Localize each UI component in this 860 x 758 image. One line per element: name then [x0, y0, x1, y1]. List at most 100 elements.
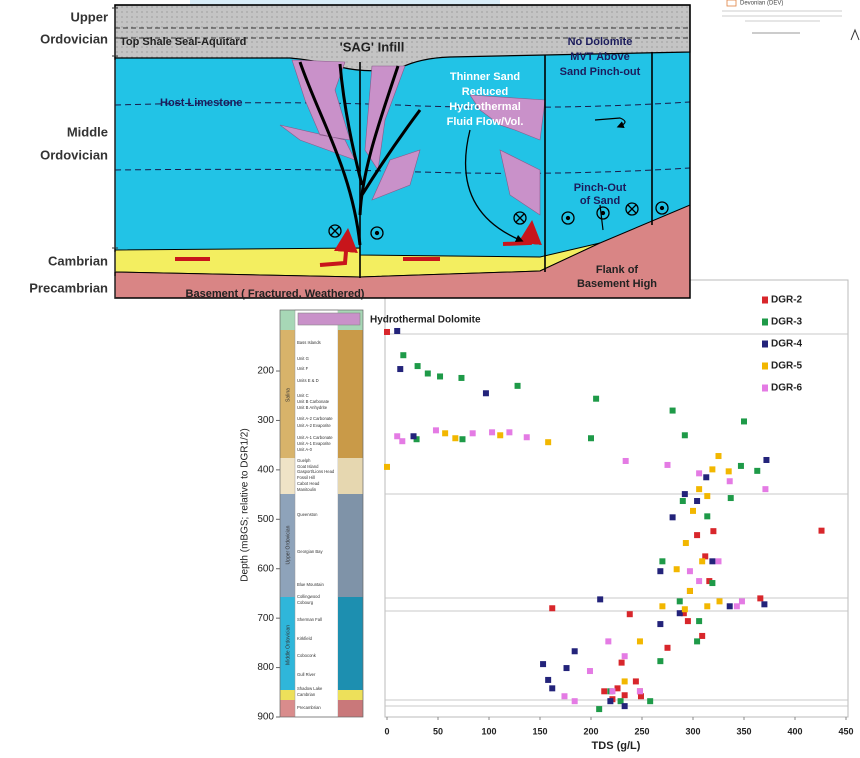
figure: Bass IslandsUnit GUnit FUnits E & DUnit …	[0, 0, 860, 758]
point	[458, 375, 464, 381]
unit-label: Unit A-2 Carbonate	[297, 416, 333, 421]
y-tick-label: 400	[257, 465, 274, 476]
period-label: Upper	[70, 9, 108, 24]
point	[442, 430, 448, 436]
point	[665, 645, 671, 651]
note: MVT Above	[570, 51, 630, 63]
point	[709, 466, 715, 472]
point	[657, 568, 663, 574]
point	[819, 528, 825, 534]
unit-label: Gasport/Lions Head	[297, 469, 335, 474]
point	[727, 603, 733, 609]
point	[739, 598, 745, 604]
point	[605, 638, 611, 644]
point	[680, 498, 686, 504]
point	[384, 464, 390, 470]
unit-label: Cabot Head	[297, 481, 320, 486]
unit-label: Guelph	[297, 458, 311, 463]
litho	[338, 700, 363, 717]
unit-label: Cobourg	[297, 600, 314, 605]
unit-label: Gull River	[297, 672, 316, 677]
point	[622, 692, 628, 698]
legend-label: DGR-5	[771, 361, 803, 372]
point	[524, 434, 530, 440]
point	[674, 566, 680, 572]
unit-label: Georgian Bay	[297, 549, 324, 554]
y-axis-title: Depth (mBGS; relative to DGR1/2)	[240, 428, 251, 581]
point	[572, 698, 578, 704]
unit-label: Unit G	[297, 356, 309, 361]
point	[637, 688, 643, 694]
point	[623, 458, 629, 464]
inset-legend: Devonian (DEV)	[740, 1, 783, 7]
diagram: Devonian (DEV) Up	[29, 0, 860, 326]
point	[754, 468, 760, 474]
unit-label: Unit A-0	[297, 447, 313, 452]
point	[726, 468, 732, 474]
inset-map	[690, 0, 860, 52]
point	[483, 390, 489, 396]
point	[587, 668, 593, 674]
point	[741, 418, 747, 424]
point	[659, 558, 665, 564]
point	[497, 432, 503, 438]
x-tick-label: 150	[532, 726, 547, 736]
legend-label: Hydrothermal Dolomite	[370, 315, 481, 326]
y-tick-label: 700	[257, 613, 274, 624]
point	[682, 432, 688, 438]
point	[597, 596, 603, 602]
point	[694, 498, 700, 504]
point	[738, 463, 744, 469]
x-tick-label: 0	[384, 726, 389, 736]
period-label: Middle	[67, 124, 108, 139]
point	[615, 685, 621, 691]
group-label: Upper Ordovician	[285, 525, 291, 564]
point	[717, 598, 723, 604]
legend-swatch	[762, 319, 768, 326]
point	[622, 703, 628, 709]
point	[437, 373, 443, 379]
y-tick-label: 600	[257, 563, 274, 574]
point	[670, 514, 676, 520]
x-tick-label: 450	[838, 726, 853, 736]
unit-label: Unit B Anhydrite	[297, 405, 328, 410]
unit-label: Unit A-2 Evaporite	[297, 423, 331, 428]
point	[762, 486, 768, 492]
basement-label: Basement ( Fractured, Weathered)	[186, 288, 365, 300]
x-tick-label: 50	[433, 726, 443, 736]
unit-label: Cambrian	[297, 692, 316, 697]
point	[761, 601, 767, 607]
litho	[338, 330, 363, 458]
point	[619, 660, 625, 666]
legend-swatch	[298, 313, 360, 325]
point	[683, 540, 689, 546]
unit-label: Precambrian	[297, 705, 321, 710]
legend-swatch	[762, 341, 768, 348]
unit-label: Kirkfield	[297, 636, 313, 641]
point	[397, 366, 403, 372]
period-label: Ordovician	[40, 31, 108, 46]
point	[704, 513, 710, 519]
unit-label: Shadow Lake	[297, 686, 323, 691]
point	[506, 429, 512, 435]
sag-label: 'SAG' Infill	[340, 39, 405, 54]
point	[622, 678, 628, 684]
note: of Sand	[580, 195, 620, 207]
point	[685, 618, 691, 624]
point	[489, 429, 495, 435]
note: Sand Pinch-out	[560, 66, 641, 78]
x-axis-title: TDS (g/L)	[592, 740, 641, 752]
unit-label: Queenston	[297, 512, 318, 517]
legend-swatch	[762, 363, 768, 370]
point	[549, 685, 555, 691]
y-tick-label: 900	[257, 712, 274, 723]
y-tick-label: 800	[257, 662, 274, 673]
unit-label: Blue Mountain	[297, 582, 324, 587]
point	[696, 578, 702, 584]
x-tick-label: 200	[583, 726, 598, 736]
x-tick-label: 350	[736, 726, 751, 736]
unit-label: Unit A-1 Evaporite	[297, 441, 331, 446]
group-label: Salina	[285, 388, 291, 402]
